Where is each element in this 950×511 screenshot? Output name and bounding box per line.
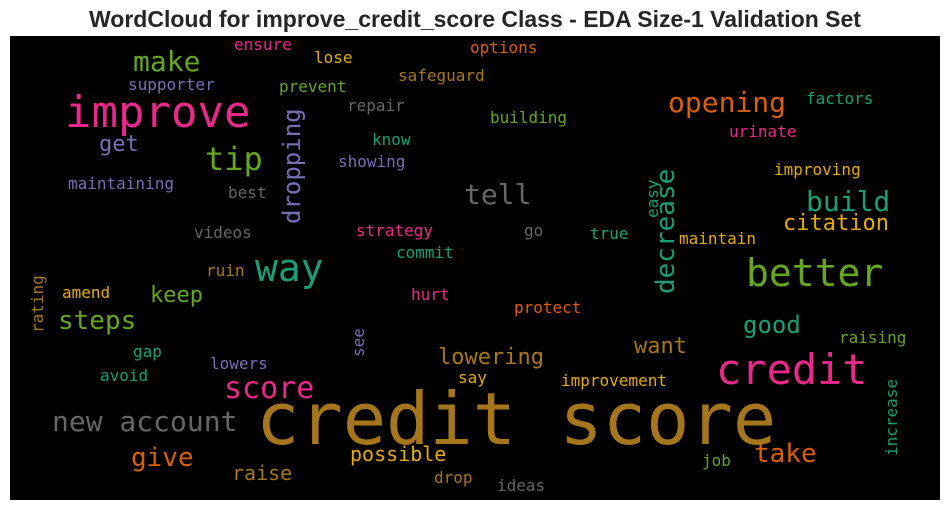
word-give: give bbox=[131, 445, 194, 471]
word-increase: increase bbox=[884, 379, 900, 456]
word-strategy: strategy bbox=[356, 223, 433, 239]
word-steps: steps bbox=[58, 308, 136, 334]
word-lowers: lowers bbox=[210, 356, 268, 372]
word-opening: opening bbox=[668, 89, 786, 117]
word-possible: possible bbox=[350, 444, 446, 464]
word-showing: showing bbox=[338, 154, 405, 170]
word-true: true bbox=[590, 226, 629, 242]
word-good: good bbox=[743, 313, 801, 337]
word-improving: improving bbox=[774, 162, 861, 178]
word-building: building bbox=[490, 110, 567, 126]
word-drop: drop bbox=[434, 470, 473, 486]
word-avoid: avoid bbox=[100, 368, 148, 384]
word-lowering: lowering bbox=[438, 347, 544, 369]
word-job: job bbox=[702, 453, 731, 469]
word-keep: keep bbox=[150, 285, 203, 307]
word-gap: gap bbox=[133, 344, 162, 360]
word-want: want bbox=[634, 336, 687, 358]
word-improvement: improvement bbox=[561, 373, 667, 389]
word-amend: amend bbox=[62, 285, 110, 301]
word-ruin: ruin bbox=[206, 263, 245, 279]
word-lose: lose bbox=[314, 50, 353, 66]
word-repair: repair bbox=[347, 98, 405, 114]
word-get: get bbox=[99, 134, 139, 156]
word-credit: credit bbox=[716, 349, 868, 391]
word-say: say bbox=[458, 370, 487, 386]
word-dropping: dropping bbox=[280, 108, 304, 224]
word-raise: raise bbox=[232, 463, 292, 483]
word-way: way bbox=[255, 249, 324, 287]
word-videos: videos bbox=[194, 225, 252, 241]
word-prevent: prevent bbox=[279, 79, 346, 95]
word-rating: rating bbox=[30, 275, 46, 333]
word-supporter: supporter bbox=[128, 77, 215, 93]
word-easy: easy bbox=[645, 179, 661, 218]
word-maintaining: maintaining bbox=[68, 176, 174, 192]
word-see: see bbox=[351, 328, 367, 357]
word-new-account: new account bbox=[52, 408, 237, 436]
word-best: best bbox=[228, 185, 267, 201]
word-commit: commit bbox=[396, 245, 454, 261]
word-know: know bbox=[372, 132, 411, 148]
word-citation: citation bbox=[783, 213, 889, 235]
word-take: take bbox=[754, 441, 817, 467]
word-ideas: ideas bbox=[497, 478, 545, 494]
word-improve: improve bbox=[65, 91, 250, 135]
word-urinate: urinate bbox=[729, 124, 796, 140]
word-maintain: maintain bbox=[679, 231, 756, 247]
word-protect: protect bbox=[514, 300, 581, 316]
word-factors: factors bbox=[806, 91, 873, 107]
word-hurt: hurt bbox=[411, 287, 450, 303]
word-go: go bbox=[524, 223, 543, 239]
word-cloud-canvas: credit score improve credit better way tip ope… bbox=[10, 36, 940, 500]
word-tell: tell bbox=[464, 181, 531, 209]
word-better: better bbox=[746, 254, 883, 292]
word-tip: tip bbox=[205, 143, 263, 175]
word-credit-score: credit score bbox=[256, 383, 776, 455]
word-raising: raising bbox=[839, 330, 906, 346]
chart-title: WordCloud for improve_credit_score Class… bbox=[0, 6, 950, 33]
word-make: make bbox=[133, 48, 200, 76]
word-ensure: ensure bbox=[234, 37, 292, 53]
word-safeguard: safeguard bbox=[398, 68, 485, 84]
word-score: score bbox=[224, 374, 314, 404]
word-options: options bbox=[470, 40, 537, 56]
